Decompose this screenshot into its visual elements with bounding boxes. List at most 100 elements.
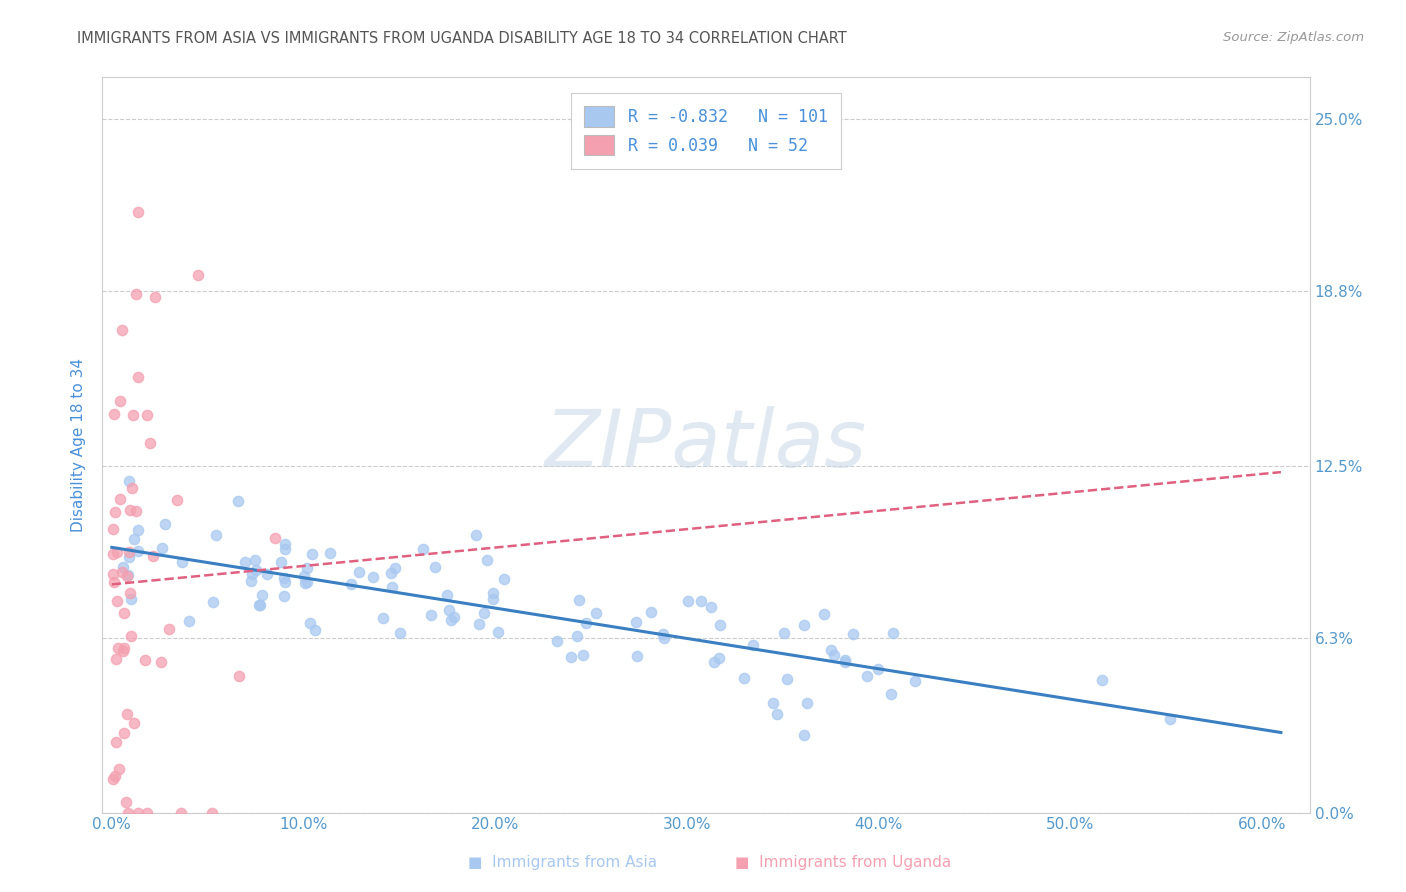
Point (842, 626, 865, 640)
Point (793, 618, 815, 632)
Point (389, 625, 412, 640)
Point (676, 593, 699, 607)
Point (104, 735, 127, 749)
Point (136, 409, 159, 423)
Point (626, 648, 648, 663)
Point (117, 805, 139, 820)
Point (813, 607, 835, 622)
Point (568, 593, 591, 607)
Point (301, 548, 323, 562)
Point (904, 673, 927, 688)
Point (482, 586, 505, 600)
Point (127, 204, 149, 219)
Point (494, 572, 516, 586)
Point (347, 566, 370, 580)
Point (443, 610, 465, 624)
Point (652, 627, 675, 641)
Point (292, 569, 315, 583)
Point (142, 549, 165, 563)
Point (762, 696, 785, 710)
Point (270, 555, 292, 569)
Point (117, 567, 139, 582)
Point (380, 566, 402, 581)
Point (245, 563, 267, 577)
Point (117, 706, 139, 721)
Point (866, 662, 889, 676)
Point (560, 649, 582, 664)
Point (793, 728, 815, 742)
Point (273, 571, 295, 585)
Point (120, 592, 142, 607)
Point (340, 577, 363, 591)
Y-axis label: Disability Age 18 to 34: Disability Age 18 to 34 (72, 358, 86, 532)
Point (187, 268, 209, 282)
Point (240, 566, 263, 581)
Point (103, 407, 125, 421)
Point (439, 603, 461, 617)
Text: ■  Immigrants from Uganda: ■ Immigrants from Uganda (735, 855, 952, 870)
Point (127, 523, 149, 537)
Point (103, 547, 125, 561)
Point (120, 629, 142, 643)
Point (107, 641, 129, 656)
Point (796, 696, 818, 710)
Point (1159, 712, 1181, 726)
Legend: R = -0.832   N = 101, R = 0.039   N = 52: R = -0.832 N = 101, R = 0.039 N = 52 (571, 93, 841, 169)
Point (304, 623, 326, 637)
Point (122, 716, 145, 731)
Point (233, 555, 256, 569)
Point (201, 595, 224, 609)
Point (297, 574, 319, 589)
Point (111, 560, 134, 574)
Point (107, 762, 129, 776)
Point (170, 805, 193, 820)
Point (882, 625, 904, 640)
Point (249, 598, 271, 612)
Point (274, 537, 297, 551)
Point (108, 394, 131, 409)
Point (700, 599, 723, 614)
Point (626, 615, 648, 630)
Point (145, 290, 167, 304)
Point (546, 634, 568, 648)
Point (361, 570, 384, 584)
Point (319, 546, 342, 560)
Point (122, 408, 145, 422)
Point (226, 493, 249, 508)
Point (111, 323, 134, 337)
Point (122, 532, 145, 546)
Point (702, 656, 724, 670)
Point (112, 640, 135, 655)
Text: ■  Immigrants from Asia: ■ Immigrants from Asia (468, 855, 657, 870)
Point (138, 436, 160, 450)
Point (373, 610, 395, 624)
Point (274, 542, 297, 557)
Point (439, 613, 461, 627)
Point (741, 638, 763, 652)
Point (820, 642, 842, 657)
Point (274, 575, 297, 590)
Point (834, 655, 856, 669)
Point (112, 726, 135, 740)
Point (776, 672, 799, 686)
Point (166, 493, 188, 508)
Point (477, 553, 499, 567)
Point (766, 706, 789, 721)
Point (111, 566, 134, 580)
Point (245, 553, 267, 567)
Point (707, 651, 730, 665)
Point (423, 560, 446, 574)
Point (733, 671, 755, 685)
Point (150, 541, 173, 556)
Point (112, 607, 135, 621)
Point (294, 576, 316, 591)
Point (124, 287, 146, 301)
Point (486, 625, 509, 640)
Text: IMMIGRANTS FROM ASIA VS IMMIGRANTS FROM UGANDA DISABILITY AGE 18 TO 34 CORRELATI: IMMIGRANTS FROM ASIA VS IMMIGRANTS FROM … (77, 31, 846, 46)
Point (177, 614, 200, 628)
Point (118, 544, 141, 558)
Point (114, 795, 136, 809)
Point (111, 644, 134, 658)
Point (118, 474, 141, 488)
Point (381, 580, 404, 594)
